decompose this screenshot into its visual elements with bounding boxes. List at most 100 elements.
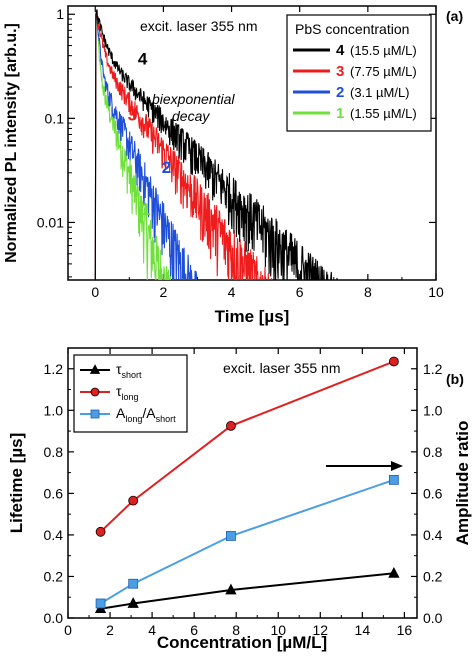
panel-b-x-tick-label: 16 <box>397 622 413 638</box>
panel-a-legend-label-1: (1.55 µM/L) <box>350 106 417 121</box>
panel-a-curve-label-2: 2 <box>162 158 171 177</box>
panel-a-curve-labels: 4 3 2 1 <box>128 49 172 219</box>
panel-b-y-tick-label: 1.0 <box>44 402 64 418</box>
panel-a-label: (a) <box>446 8 463 24</box>
panel-b-legend-symbol: τ <box>116 361 122 377</box>
panel-b-right-y-tick-label: 0.4 <box>423 527 443 543</box>
panel-b-laser-annotation: excit. laser 355 nm <box>223 360 341 376</box>
panel-a: 0 2 4 6 8 10 1 0.1 0.01 4 3 2 1 excit. laser 355 n… <box>3 5 463 326</box>
panel-b-x-tick-label: 10 <box>270 622 286 638</box>
panel-b-legend-marker-0 <box>89 364 101 374</box>
panel-b-point-0-2 <box>225 583 237 595</box>
panel-b-legend-label-1: τlong <box>116 383 139 402</box>
panel-a-curve-4 <box>94 9 338 280</box>
panel-b-legend-marker-1 <box>90 387 100 397</box>
panel-b-y-tick-label: 0.6 <box>44 485 64 501</box>
panel-b-point-1-3 <box>388 356 399 367</box>
panel-a-x-ticks: 0 2 4 6 8 10 <box>91 6 444 300</box>
panel-a-y-tick-label: 0.1 <box>45 110 65 126</box>
panel-b-line-1 <box>99 360 395 533</box>
panel-b-point-0-1 <box>127 597 139 608</box>
panel-b-x-tick-label: 0 <box>64 622 72 638</box>
panel-b-legend-subscript: long <box>122 392 139 402</box>
panel-a-y-tick-label: 1 <box>56 6 64 22</box>
panel-b-legend-label-2: Along/Ashort <box>116 405 176 424</box>
panel-a-x-axis-label: Time [µs] <box>215 307 290 326</box>
panel-b-series <box>94 356 400 614</box>
panel-b-right-y-tick-label: 0.0 <box>423 610 443 626</box>
panel-b-x-axis-label: Concentration [µM/L] <box>157 633 327 652</box>
panel-b-line-0 <box>100 572 395 610</box>
panel-b-x-tick-label: 4 <box>148 622 156 638</box>
panel-a-decay-annotation-line1: biexponential <box>152 91 235 107</box>
panel-a-curve-3 <box>94 13 273 280</box>
panel-b-x-tick-label: 6 <box>190 622 198 638</box>
panel-b-legend-symbol: τ <box>116 383 122 399</box>
panel-b-right-y-tick-label: 1.0 <box>423 402 443 418</box>
panel-a-laser-annotation: excit. laser 355 nm <box>140 18 258 34</box>
panel-a-curve-1 <box>94 10 171 280</box>
panel-a-legend-number-2: 2 <box>336 84 344 101</box>
panel-b-point-1-0 <box>95 526 106 537</box>
panel-b-legend-marker-2 <box>90 409 100 419</box>
panel-b-point-2-3 <box>388 474 399 485</box>
panel-b-point-2-1 <box>128 578 139 589</box>
panel-b-y-tick-label: 0.4 <box>44 527 64 543</box>
panel-b-x-ticks: 0 2 4 6 8 10 12 14 16 <box>64 348 412 638</box>
panel-b-x-tick-label: 14 <box>355 622 371 638</box>
panel-a-y-ticks: 1 0.1 0.01 <box>37 6 436 278</box>
panel-b-point-1-1 <box>128 495 139 506</box>
panel-b-y-ticks: 0.0 0.2 0.4 0.6 0.8 1.0 1.2 <box>44 347 74 626</box>
panel-b-plot-frame <box>67 347 418 619</box>
panel-a-legend-label-3: (7.75 µM/L) <box>350 64 417 79</box>
panel-b-legend-symbol: A <box>116 405 126 421</box>
panel-b-y-tick-label: 0.8 <box>44 444 64 460</box>
panel-a-decay-curves <box>94 9 338 280</box>
panel-b-right-y-tick-label: 0.6 <box>423 485 443 501</box>
panel-a-legend-title: PbS concentration <box>295 21 409 37</box>
panel-a-x-tick-label: 4 <box>228 284 236 300</box>
panel-a-curve-2 <box>94 10 198 280</box>
panel-a-x-tick-label: 10 <box>428 284 444 300</box>
panel-b-point-2-0 <box>95 598 106 609</box>
panel-b-right-axis-arrow <box>326 461 403 471</box>
panel-b-label: (b) <box>446 371 464 387</box>
panel-a-x-tick-label: 2 <box>160 284 168 300</box>
panel-b-legend-subscript-tail: short <box>156 414 177 424</box>
panel-b-x-tick-label: 8 <box>232 622 240 638</box>
panel-b-right-y-tick-label: 0.2 <box>423 568 443 584</box>
panel-a-legend-number-3: 3 <box>336 63 344 80</box>
panel-b-legend-subscript: long <box>125 414 142 424</box>
panel-b-line-2 <box>100 478 395 605</box>
panel-a-y-tick-label: 0.01 <box>37 214 64 230</box>
panel-b-legend-subscript: short <box>122 370 143 380</box>
panel-b-right-y-tick-label: 0.8 <box>423 444 443 460</box>
panel-a-decay-annotation-line2: decay <box>172 108 210 124</box>
panel-a-curve-label-3: 3 <box>128 106 137 125</box>
panel-a-legend: PbS concentration 4 (15.5 µM/L) 3 (7.75 µM/… <box>286 14 432 132</box>
panel-b-y-tick-label: 0.2 <box>44 568 64 584</box>
panel-b-x-tick-label: 2 <box>106 622 114 638</box>
panel-b-legend-label-0: τshort <box>116 361 142 380</box>
panel-b-point-1-2 <box>226 420 236 431</box>
panel-a-curve-label-4: 4 <box>138 49 148 68</box>
panel-a-legend-label-4: (15.5 µM/L) <box>350 43 417 58</box>
panel-a-legend-number-4: 4 <box>336 42 345 59</box>
panel-a-plot-frame <box>67 5 437 281</box>
panel-a-legend-number-1: 1 <box>336 105 344 122</box>
panel-b-legend-symbol-tail: /A <box>142 405 156 421</box>
panel-b-x-tick-label: 12 <box>313 622 329 638</box>
panel-b-right-y-tick-label: 1.2 <box>423 361 443 377</box>
panel-b-y-tick-label: 0.0 <box>44 610 64 626</box>
panel-a-legend-label-2: (3.1 µM/L) <box>350 85 410 100</box>
panel-b-y-tick-label: 1.2 <box>44 361 64 377</box>
panel-a-x-tick-label: 6 <box>296 284 304 300</box>
panel-b-right-y-axis-label: Amplitude ratio <box>453 421 472 546</box>
panel-a-x-tick-label: 8 <box>364 284 372 300</box>
panel-b: 0 2 4 6 8 10 12 14 16 0.00.20.40.60.81.01.2 0.00… <box>7 347 472 652</box>
panel-a-x-tick-label: 0 <box>91 284 99 300</box>
panel-b-point-0-3 <box>388 566 400 578</box>
panel-a-y-axis-label: Normalized PL intensity [arb.u.] <box>3 23 20 263</box>
